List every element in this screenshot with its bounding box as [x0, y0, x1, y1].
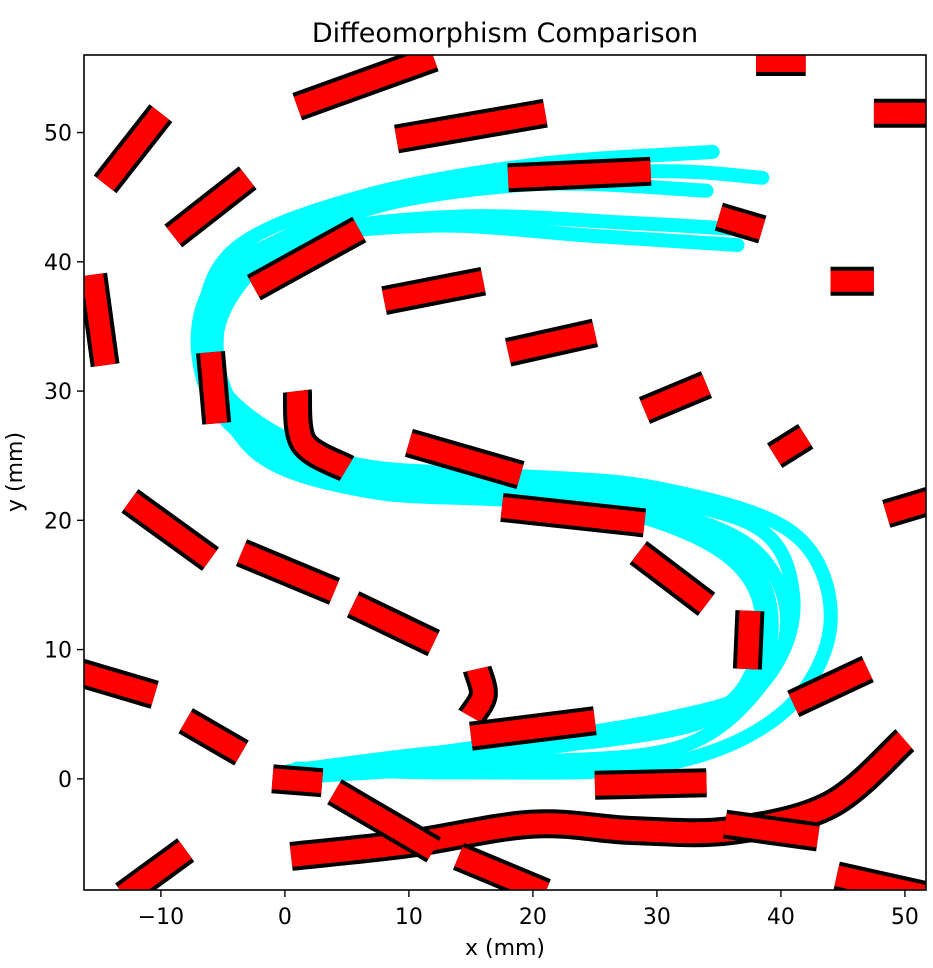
plot-frame — [83, 54, 927, 891]
field-segment-fill — [723, 813, 820, 848]
field-segment-32 — [507, 156, 652, 193]
field-segment-fill — [500, 496, 646, 534]
field-segment-11 — [458, 664, 498, 725]
y-tick-label: 10 — [44, 639, 72, 664]
field-segment-fill — [180, 711, 247, 763]
field-segment-14 — [121, 489, 219, 571]
field-segment-7 — [271, 764, 324, 798]
field-segment-28 — [504, 318, 599, 367]
field-segment-19 — [732, 610, 765, 670]
field-segment-fill — [348, 594, 439, 653]
field-segment-17 — [500, 492, 647, 538]
y-tick-label: 20 — [44, 509, 72, 534]
demonstration-trajectory-5 — [207, 218, 779, 779]
y-tick-label: 0 — [58, 768, 72, 793]
field-segment-24 — [93, 104, 173, 194]
field-segment-fill — [715, 206, 766, 240]
field-segment-25 — [164, 166, 257, 248]
field-segment-26 — [246, 216, 367, 301]
field-segment-18 — [629, 541, 716, 616]
x-tick-label: 30 — [643, 905, 671, 930]
x-tick-label: 50 — [891, 905, 919, 930]
plot-area — [84, 55, 926, 890]
field-segment-1 — [115, 838, 195, 890]
field-segment-fill — [286, 389, 353, 478]
field-segment-9 — [723, 809, 821, 852]
field-segment-fill — [631, 544, 713, 613]
field-segment-fill — [769, 427, 812, 465]
y-tick-label: 30 — [44, 380, 72, 405]
field-segment-fill — [84, 273, 116, 367]
field-segment-fill — [96, 106, 170, 191]
y-axis-label: y (mm) — [3, 432, 28, 512]
field-segment-33 — [394, 98, 548, 154]
field-segment-34 — [292, 55, 439, 121]
field-segment-23 — [84, 272, 120, 368]
y-tick-label: 50 — [44, 122, 72, 147]
field-segment-fill — [84, 662, 158, 705]
field-segment-fill — [394, 102, 548, 150]
field-segment-31 — [882, 487, 926, 528]
field-segment-fill — [454, 846, 550, 890]
field-segment-fill — [883, 491, 926, 524]
field-segment-fill — [594, 772, 707, 796]
chart-title: Diffeomorphism Comparison — [312, 18, 698, 49]
field-segment-4 — [452, 843, 551, 890]
field-segment-fill — [461, 666, 494, 723]
field-segment-12 — [469, 706, 597, 751]
x-axis-label: x (mm) — [465, 936, 545, 961]
field-segment-fill — [248, 220, 365, 297]
field-segment-22 — [196, 351, 232, 425]
x-tick-label: 10 — [395, 905, 423, 930]
field-segment-fill — [834, 865, 926, 890]
field-segment-fill — [469, 710, 597, 747]
axes: −10 0 10 20 30 40 50 0 10 20 30 40 50 — [44, 54, 927, 930]
field-segment-fill — [293, 55, 438, 117]
field-segment-16 — [346, 591, 440, 657]
field-segment-15 — [235, 539, 341, 605]
field-segment-6 — [178, 708, 249, 766]
x-tick-label: −10 — [138, 905, 184, 930]
x-tick-label: 40 — [767, 905, 795, 930]
field-segment-30 — [767, 424, 814, 468]
field-segment-fill — [166, 169, 255, 245]
field-segment-35 — [714, 202, 767, 244]
field-segment-fill — [640, 374, 711, 421]
field-segment-fill — [788, 659, 873, 714]
field-segment-fill — [736, 610, 761, 670]
x-tick-label: 0 — [278, 905, 292, 930]
field-segment-13 — [787, 655, 874, 718]
field-segment-fill — [505, 322, 598, 363]
field-segment-fill — [237, 542, 339, 602]
field-segment-29 — [638, 371, 713, 424]
field-segment-fill — [329, 782, 440, 859]
field-segment-10 — [833, 861, 926, 890]
x-tick-label: 20 — [519, 905, 547, 930]
field-segment-27 — [381, 266, 487, 315]
field-segment-fill — [271, 768, 323, 794]
field-segment-fill — [507, 160, 652, 189]
y-tick-label: 40 — [44, 251, 72, 276]
field-segment-fill — [405, 432, 524, 486]
field-segment-3 — [327, 779, 442, 863]
field-segment-fill — [123, 492, 217, 568]
field-segment-5 — [84, 658, 159, 709]
field-segment-fill — [200, 351, 228, 425]
field-segment-21 — [282, 389, 355, 482]
field-segment-fill — [117, 841, 192, 890]
field-segment-20 — [404, 428, 525, 490]
field-segment-8 — [594, 768, 707, 800]
field-segment-fill — [382, 270, 486, 311]
